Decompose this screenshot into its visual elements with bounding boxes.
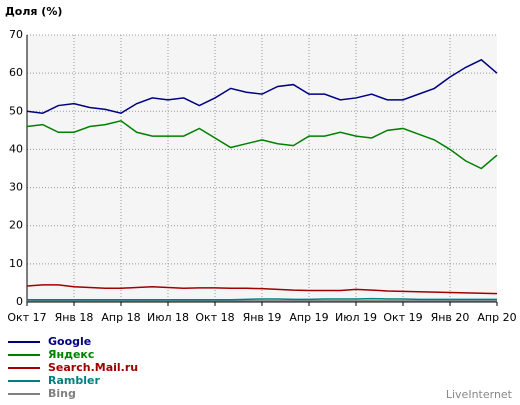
x-tick-label: Янв 20 (431, 311, 470, 324)
y-tick-label: 50 (9, 104, 23, 117)
x-tick-label: Окт 19 (383, 311, 422, 324)
x-tick-label: Апр 19 (289, 311, 328, 324)
x-tick-label: Апр 20 (477, 311, 516, 324)
chart-title: Доля (%) (5, 5, 62, 18)
y-tick-label: 60 (9, 66, 23, 79)
x-tick-label: Июл 18 (147, 311, 189, 324)
x-tick-label: Окт 17 (7, 311, 46, 324)
legend-label: Rambler (48, 374, 100, 387)
plot-area (27, 35, 497, 302)
x-tick-label: Окт 18 (195, 311, 234, 324)
x-tick-label: Июл 19 (335, 311, 377, 324)
y-tick-label: 0 (16, 295, 23, 308)
y-tick-label: 20 (9, 219, 23, 232)
series-line (26, 284, 498, 295)
series-line (26, 120, 498, 170)
legend-label: Google (48, 335, 91, 348)
legend-label: Bing (48, 387, 76, 400)
legend-label: Яндекс (48, 348, 94, 361)
y-tick-label: 10 (9, 257, 23, 270)
x-tick-label: Янв 18 (55, 311, 94, 324)
x-tick-label: Янв 19 (243, 311, 282, 324)
series-line (26, 58, 498, 114)
legend-label: Search.Mail.ru (48, 361, 138, 374)
watermark: LiveInternet (446, 388, 513, 401)
y-tick-label: 30 (9, 181, 23, 194)
y-tick-label: 40 (9, 142, 23, 155)
series-line (27, 297, 497, 301)
y-tick-label: 70 (9, 28, 23, 41)
x-tick-label: Апр 18 (101, 311, 140, 324)
